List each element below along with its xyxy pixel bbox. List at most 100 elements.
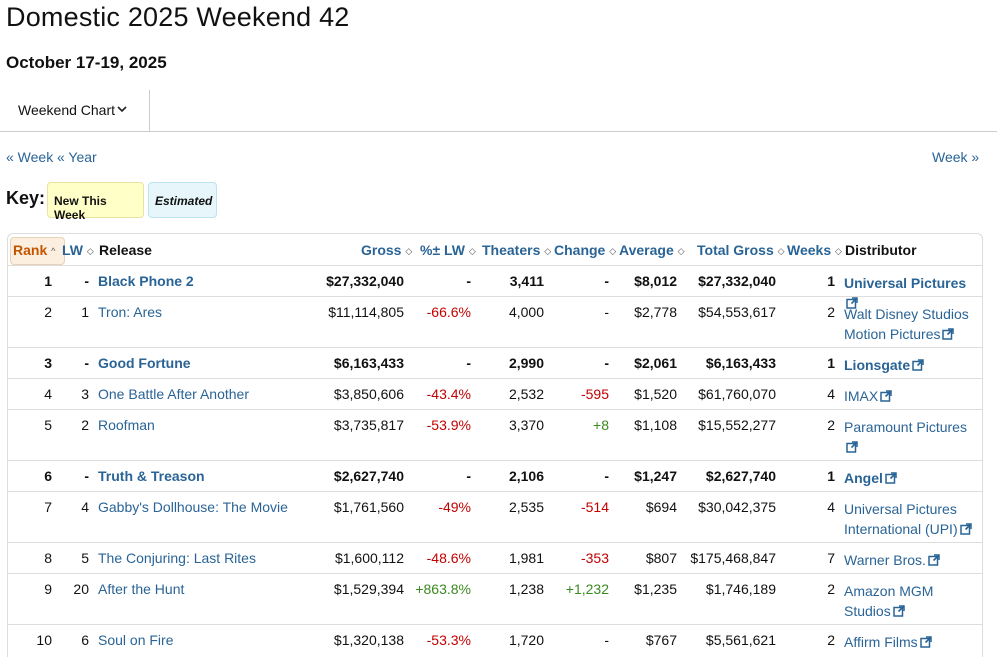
cell-average: $807 [645,550,677,566]
distributor-link[interactable]: Affirm Films [844,634,918,650]
cell-total-gross: $54,553,617 [698,304,776,320]
chevron-down-icon [117,106,127,113]
cell-total-gross: $6,163,433 [705,355,776,371]
distributor-link[interactable]: Walt Disney Studios Motion Pictures [844,306,969,342]
cell-weeks: 2 [827,304,835,320]
cell-lw: - [84,355,89,371]
external-link-icon [892,605,905,617]
cell-weeks: 4 [827,499,835,515]
cell-distributor[interactable]: Universal Pictures [844,273,979,313]
sort-icon: ◇ [835,246,842,256]
sort-icon: ◇ [677,246,685,256]
cell-release[interactable]: Good Fortune [98,355,191,371]
cell-theaters: 1,981 [508,550,544,566]
cell-distributor[interactable]: Warner Bros. [844,550,979,570]
page-subtitle: October 17-19, 2025 [6,53,167,72]
col-release-header[interactable]: Release [99,242,152,258]
cell-release[interactable]: Tron: Ares [98,304,163,320]
col-theaters-header[interactable]: Theaters ◇ [482,242,552,258]
cell-pct-lw: - [466,355,471,371]
cell-pct-lw: - [466,273,471,289]
table-row: 8 5 The Conjuring: Last Rites $1,600,112 -48… [8,542,982,573]
prev-year-link[interactable]: « Year [57,149,97,165]
distributor-link[interactable]: Amazon MGM Studios [844,583,934,619]
table-row: 3- Good Fortune $6,163,433-2,990- $2,061 $6,… [8,347,982,378]
cell-theaters: 4,000 [508,304,544,320]
cell-total-gross: $2,627,740 [705,468,776,484]
distributor-link[interactable]: Universal Pictures International (UPI) [844,501,958,537]
cell-release[interactable]: Truth & Treason [98,468,205,484]
cell-theaters: 1,720 [508,632,544,648]
external-link-icon [959,523,972,535]
cell-average: $1,108 [634,417,677,433]
cell-distributor[interactable]: Walt Disney Studios Motion Pictures [844,304,979,344]
rank-sort-active [10,237,65,265]
cell-gross: $6,163,433 [333,355,404,371]
col-gross-header[interactable]: Gross ◇ [361,242,413,258]
table-row: 5 2 Roofman $3,735,817 -53.9% 3,370 +8 $1,108 $1… [8,409,982,460]
cell-distributor[interactable]: Affirm Films [844,632,979,652]
cell-change: -595 [580,386,609,402]
cell-distributor[interactable]: Amazon MGM Studios [844,581,979,621]
cell-theaters: 1,238 [508,581,544,597]
cell-release[interactable]: One Battle After Another [98,386,249,402]
distributor-link[interactable]: IMAX [844,388,879,404]
cell-gross: $1,761,560 [333,499,404,515]
cell-theaters: 2,535 [508,499,544,515]
cell-rank: 6 [44,468,52,484]
distributor-link[interactable]: Paramount Pictures [844,419,967,435]
cell-release[interactable]: Soul on Fire [98,632,174,648]
col-average-header[interactable]: Average ◇ [619,242,685,258]
col-lw-header[interactable]: LW ◇ [62,242,94,258]
distributor-link[interactable]: Angel [844,470,883,486]
cell-distributor[interactable]: Angel [844,468,979,488]
cell-pct-lw: -53.3% [426,632,471,648]
cell-change: -514 [580,499,609,515]
cell-distributor[interactable]: Universal Pictures International (UPI) [844,499,979,539]
table-row: 10 6 Soul on Fire $1,320,138 -53.3% 1,720 - $76… [8,624,982,655]
prev-week-link[interactable]: « Week [6,149,54,165]
cell-pct-lw: - [466,468,471,484]
col-rank-header[interactable]: Rank ^ [13,242,56,258]
cell-rank: 5 [44,417,52,433]
col-weeks-header[interactable]: Weeks ◇ [787,242,842,258]
cell-change: - [604,632,609,648]
cell-pct-lw: -49% [438,499,471,515]
cell-release[interactable]: Gabby's Dollhouse: The Movie [98,499,288,515]
external-link-icon [885,472,897,484]
table-row: 9 20 After the Hunt $1,529,394 +863.8% 1,238 +… [8,573,982,624]
col-pct-lw-header[interactable]: %± LW ◇ [420,242,476,258]
external-link-icon [846,297,858,309]
cell-release[interactable]: The Conjuring: Last Rites [98,550,256,566]
tab-label: Weekend Chart [18,102,116,118]
cell-weeks: 7 [827,550,835,566]
cell-gross: $11,114,805 [328,304,404,320]
cell-theaters: 2,990 [508,355,544,371]
next-week-link[interactable]: Week » [932,149,980,165]
tab-weekend-chart[interactable]: Weekend Chart [0,90,150,131]
cell-distributor[interactable]: Paramount Pictures [844,417,979,457]
distributor-link[interactable]: Lionsgate [844,357,911,373]
col-total-gross-header[interactable]: Total Gross ◇ [697,242,785,258]
sort-icon: ◇ [609,246,617,256]
cell-average: $767 [645,632,677,648]
cell-lw: 6 [81,632,89,648]
distributor-link[interactable]: Universal Pictures [844,275,967,291]
table-header: Rank ^ LW ◇ Release Gross ◇ %± LW ◇ Thea… [8,234,982,266]
cell-pct-lw: -66.6% [426,304,471,320]
col-change-header[interactable]: Change ◇ [554,242,617,258]
cell-distributor[interactable]: IMAX [844,386,979,406]
external-link-icon [928,554,940,566]
cell-lw: 5 [81,550,89,566]
cell-rank: 4 [44,386,52,402]
col-distributor-header[interactable]: Distributor [845,242,917,258]
cell-release[interactable]: Black Phone 2 [98,273,194,289]
weekend-chart-table: Rank ^ LW ◇ Release Gross ◇ %± LW ◇ Thea… [7,233,983,657]
cell-release[interactable]: After the Hunt [98,581,185,597]
distributor-link[interactable]: Warner Bros. [844,552,926,568]
cell-distributor[interactable]: Lionsgate [844,355,979,375]
table-row: 2 1 Tron: Ares $11,114,805 -66.6% 4,000 - $2,77… [8,296,982,347]
sort-up-icon: ^ [51,246,56,256]
cell-total-gross: $5,561,621 [705,632,776,648]
cell-release[interactable]: Roofman [98,417,155,433]
